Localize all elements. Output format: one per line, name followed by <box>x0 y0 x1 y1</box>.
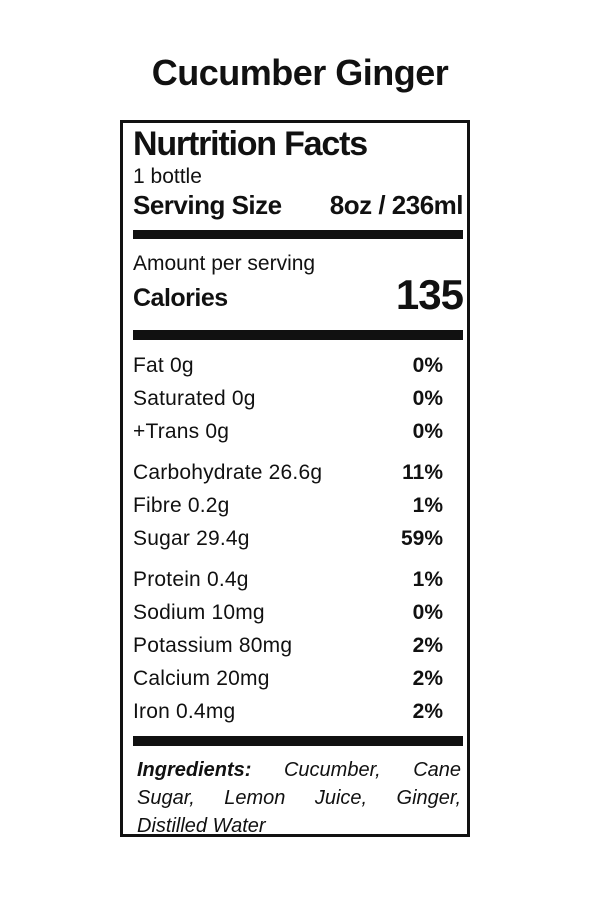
nutrient-row-saturated: Saturated 0g 0% <box>133 382 463 415</box>
nutrient-table: Fat 0g 0% Saturated 0g 0% +Trans 0g 0% C… <box>133 349 463 728</box>
nutrient-daily-value: 59% <box>400 526 443 550</box>
divider-bar-top <box>133 230 463 239</box>
nutrient-daily-value: 0% <box>412 386 443 410</box>
nutrient-row-protein: Protein 0.4g 1% <box>133 563 463 596</box>
product-title: Cucumber Ginger <box>151 52 449 93</box>
ingredients-text: Cucumber, Cane Sugar, Lemon Juice, Ginge… <box>137 759 461 837</box>
nutrient-daily-value: 2% <box>412 699 443 723</box>
nutrient-name: Protein 0.4g <box>133 567 249 591</box>
ingredients-label: Ingredients: <box>137 759 252 781</box>
nutrient-daily-value: 0% <box>412 353 443 377</box>
nutrient-group-carbs: Carbohydrate 26.6g 11% Fibre 0.2g 1% Sug… <box>133 456 463 555</box>
nutrient-name: +Trans 0g <box>133 419 230 443</box>
serving-count: 1 bottle <box>133 165 202 188</box>
nutrient-row-fibre: Fibre 0.2g 1% <box>133 489 463 522</box>
serving-size-label: Serving Size <box>133 190 282 220</box>
nutrient-row-fat: Fat 0g 0% <box>133 349 463 382</box>
nutrient-daily-value: 11% <box>402 460 443 484</box>
serving-size-row: Serving Size 8oz / 236ml <box>133 190 464 220</box>
nutrient-name: Sodium 10mg <box>133 600 265 624</box>
nutrient-name: Fibre 0.2g <box>133 493 230 517</box>
nutrient-name: Potassium 80mg <box>133 633 293 657</box>
nutrition-facts-panel: Nurtrition Facts 1 bottle Serving Size 8… <box>120 120 470 837</box>
nutrient-name: Carbohydrate 26.6g <box>133 460 323 484</box>
nutrient-row-sugar: Sugar 29.4g 59% <box>133 522 463 555</box>
calories-row: Calories 135 <box>133 271 464 318</box>
calories-value: 135 <box>395 271 464 318</box>
nutrient-group-minerals: Protein 0.4g 1% Sodium 10mg 0% Potassium… <box>133 563 463 728</box>
nutrient-daily-value: 2% <box>412 666 443 690</box>
nutrient-daily-value: 0% <box>412 600 443 624</box>
nutrient-name: Saturated 0g <box>133 386 256 410</box>
nutrient-name: Fat 0g <box>133 353 194 377</box>
nutrient-group-fats: Fat 0g 0% Saturated 0g 0% +Trans 0g 0% <box>133 349 463 448</box>
nutrient-daily-value: 1% <box>412 493 443 517</box>
nutrient-name: Sugar 29.4g <box>133 526 250 550</box>
nutrient-name: Iron 0.4mg <box>133 699 236 723</box>
nutrient-daily-value: 2% <box>412 633 443 657</box>
nutrient-name: Calcium 20mg <box>133 666 270 690</box>
nutrition-facts-heading: Nurtrition Facts <box>133 125 368 163</box>
nutrient-row-calcium: Calcium 20mg 2% <box>133 662 463 695</box>
nutrient-row-iron: Iron 0.4mg 2% <box>133 695 463 728</box>
divider-bar-ingredients <box>133 736 463 746</box>
calories-label: Calories <box>133 284 228 312</box>
serving-size-value: 8oz / 236ml <box>329 190 464 220</box>
nutrient-row-trans: +Trans 0g 0% <box>133 415 463 448</box>
ingredients-paragraph: Ingredients: Cucumber, Cane Sugar, Lemon… <box>137 756 461 840</box>
nutrient-row-sodium: Sodium 10mg 0% <box>133 596 463 629</box>
nutrient-row-potassium: Potassium 80mg 2% <box>133 629 463 662</box>
nutrient-row-carbohydrate: Carbohydrate 26.6g 11% <box>133 456 463 489</box>
amount-per-serving-label: Amount per serving <box>133 252 316 275</box>
nutrient-daily-value: 0% <box>412 419 443 443</box>
nutrient-daily-value: 1% <box>412 567 443 591</box>
divider-bar-calories <box>133 330 463 340</box>
